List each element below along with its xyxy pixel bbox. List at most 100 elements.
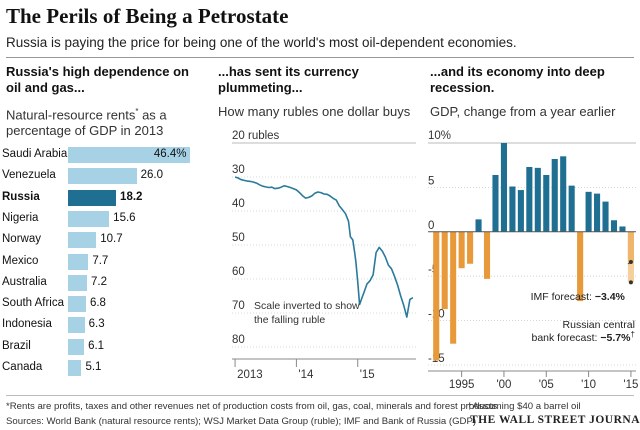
rents-bar (68, 210, 110, 227)
gdp-cbr-marker (628, 280, 633, 285)
rents-value-label: 10.7 (100, 233, 123, 246)
rents-value-label: 6.3 (88, 318, 105, 331)
gdp-xtick-label: 1995 (449, 379, 475, 391)
gdp-unit-label: 10% (428, 130, 451, 142)
gdp-chart: 10%50-5-10-15IMF forecast: −3.4%Russian … (428, 130, 638, 391)
gdp-bar (450, 231, 457, 344)
rents-value-label: 7.2 (91, 275, 107, 288)
gdp-imf-leader (627, 261, 632, 265)
rents-value-label: 6.8 (89, 297, 106, 310)
rents-category-label: Canada (2, 361, 43, 373)
rents-category-label: Mexico (2, 254, 39, 267)
gdp-bar (500, 143, 507, 232)
page-title: The Perils of Being a Petrostate (6, 4, 289, 28)
gdp-bar (619, 226, 626, 232)
gdp-xtick-label: '15 (623, 379, 638, 391)
gdp-cbr-annotation-line2: bank forecast: −5.7%† (532, 330, 635, 344)
panel2-header: ...has sent its currency plummeting... (218, 64, 359, 95)
gdp-bar (441, 231, 448, 310)
resource-rents-chart: Saudi Arabia 46.4% Venezuela 26.0 Russia 18.2… (0, 0, 210, 430)
gdp-bar (585, 191, 592, 232)
rents-value-label: 46.4% (153, 148, 187, 160)
rents-bar (68, 168, 137, 185)
rents-bar (68, 147, 191, 163)
rents-bar (68, 232, 97, 249)
gdp-bar (492, 174, 499, 232)
rents-bar (68, 317, 85, 334)
rents-category-label: South Africa (2, 297, 65, 310)
gdp-bar (560, 156, 567, 232)
gdp-xtick-label: '10 (581, 379, 596, 391)
rents-category-label: Indonesia (2, 318, 52, 331)
panel1-subtitle-pre: Natural-resource rents (6, 107, 136, 123)
rents-value-label: 18.2 (120, 190, 143, 203)
rents-value-label: 15.6 (113, 211, 136, 224)
panel1-subtitle-mark: * (135, 107, 139, 116)
rents-value-label: 7.7 (92, 254, 109, 267)
gdp-xtick-label: '00 (496, 379, 511, 391)
rents-value-label: 26.0 (140, 169, 164, 182)
ruble-xtick-label: '15 (360, 369, 375, 381)
gdp-ytick-label: -5 (428, 264, 438, 276)
rents-category-label: Saudi Arabia (2, 148, 68, 160)
rents-bar (68, 189, 117, 206)
gdp-bar (602, 201, 609, 232)
rents-category-label: Norway (2, 233, 41, 246)
wsj-logo: THE WALL STREET JOURNAL. (470, 414, 640, 426)
ruble-chart: 20 rubles 30 40 50 60 70 80 2013 '14 '15 Scale inv… (232, 130, 416, 381)
gdp-bar (467, 231, 474, 264)
gdp-cbr-annotation-line1: Russian central (563, 319, 635, 331)
rents-value-label: 6.1 (88, 339, 105, 352)
ruble-series-line (234, 176, 414, 318)
rents-value-label: 5.1 (85, 361, 102, 373)
footnote-sources: Sources: World Bank (natural resource re… (6, 416, 477, 427)
rents-bar (68, 360, 82, 376)
gdp-bar (577, 231, 584, 302)
panel2-subtitle: How many rubles one dollar buys (218, 104, 411, 119)
gdp-bar (475, 219, 482, 232)
ruble-ytick-label: 40 (232, 198, 245, 210)
rents-category-label: Australia (2, 275, 47, 288)
gdp-bar (509, 186, 516, 232)
ruble-ytick-label: 80 (232, 334, 245, 346)
gdp-bar (594, 193, 601, 232)
rents-category-label: Venezuela (2, 169, 56, 182)
gdp-bar (458, 231, 465, 269)
gdp-bar (433, 231, 440, 361)
ruble-xtick-label: 2013 (237, 369, 263, 381)
gdp-ytick-label: 0 (428, 220, 434, 232)
gdp-bar (483, 231, 491, 279)
gdp-xtick-label: '05 (539, 379, 554, 391)
gdp-bar (526, 166, 533, 232)
panel1-subtitle: Natural-resource rents* as a percentage … (6, 104, 196, 139)
gdp-ytick-label: 5 (428, 175, 434, 187)
gdp-bar (610, 220, 618, 232)
rents-bar (68, 274, 87, 291)
gdp-imf-annotation: IMF forecast: −3.4% (531, 291, 626, 303)
rents-category-label: Nigeria (2, 211, 39, 224)
top-divider (6, 57, 634, 58)
gdp-bar (517, 190, 524, 232)
ruble-ytick-label: 60 (232, 266, 245, 278)
gdp-bar (568, 185, 575, 232)
rents-bar (68, 253, 89, 270)
ruble-ytick-label: 50 (232, 232, 245, 244)
panel1-subtitle-post: as a percentage of GDP in 2013 (6, 107, 167, 139)
ruble-xtick-label: '14 (298, 369, 314, 381)
footer-divider (6, 395, 634, 396)
rents-bar (68, 338, 85, 355)
rents-bar (68, 296, 86, 313)
footnote-rents: *Rents are profits, taxes and other reve… (6, 401, 498, 412)
gdp-bar (551, 158, 558, 232)
panel3-subtitle: GDP, change from a year earlier (430, 104, 616, 119)
page-subtitle: Russia is paying the price for being one… (6, 35, 517, 50)
ruble-annotation: Scale inverted to show the falling ruble (254, 300, 360, 326)
rents-category-label: Brazil (2, 339, 31, 352)
gdp-bar (627, 231, 634, 262)
rents-category-label: Russia (2, 190, 40, 203)
gdp-bar (543, 174, 550, 232)
ruble-unit-label: 20 rubles (232, 130, 280, 142)
ruble-ytick-label: 30 (232, 164, 245, 176)
footnote-assumption: †Assuming $40 a barrel oil (467, 401, 581, 412)
panel1-header: Russia's high dependence on oil and gas.… (6, 64, 189, 95)
